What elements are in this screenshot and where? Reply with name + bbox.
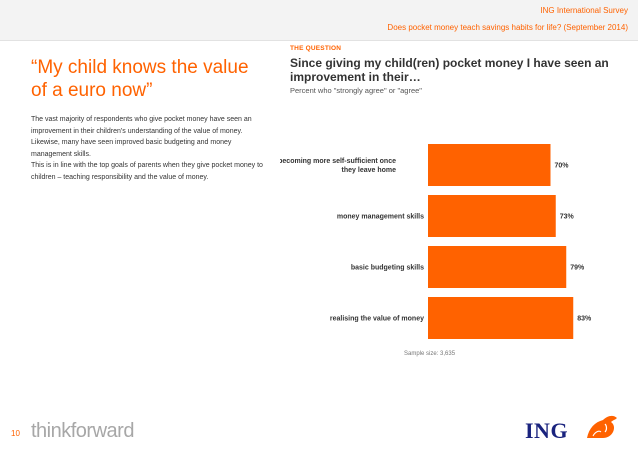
value-label: 73% bbox=[560, 214, 575, 221]
question-title: Since giving my child(ren) pocket money … bbox=[290, 56, 609, 84]
bar-chart: becoming more self-sufficient once they l… bbox=[280, 144, 592, 339]
pull-quote: “My child knows the value of a euro now” bbox=[31, 57, 249, 101]
thinkforward-logo: thinkforward bbox=[31, 420, 134, 442]
survey-name: ING International Survey bbox=[540, 6, 628, 15]
survey-question: Does pocket money teach savings habits f… bbox=[387, 23, 628, 32]
category-label: basic budgeting skills bbox=[351, 265, 424, 272]
ing-logo: ING bbox=[525, 418, 569, 443]
value-label: 83% bbox=[577, 316, 592, 323]
question-label: THE QUESTION bbox=[290, 45, 342, 52]
category-label: money management skills bbox=[337, 214, 424, 221]
bar bbox=[428, 195, 556, 237]
question-subtitle: Percent who "strongly agree" or "agree" bbox=[290, 86, 422, 95]
body-paragraph: The vast majority of respondents who giv… bbox=[31, 116, 252, 135]
value-label: 79% bbox=[570, 265, 585, 272]
header-band bbox=[0, 0, 638, 41]
bar bbox=[428, 297, 574, 339]
bar bbox=[428, 144, 551, 186]
lion-icon bbox=[587, 415, 617, 438]
body-paragraph: This is in line with the top goals of pa… bbox=[31, 162, 263, 181]
bar bbox=[428, 246, 567, 288]
category-label: becoming more self-sufficient once they l… bbox=[280, 158, 396, 174]
value-label: 70% bbox=[555, 163, 570, 170]
page-number: 10 bbox=[11, 429, 20, 438]
sample-size: Sample size: 3,635 bbox=[404, 351, 456, 357]
body-text: The vast majority of respondents who giv… bbox=[31, 114, 263, 184]
category-label: realising the value of money bbox=[330, 316, 424, 323]
body-paragraph: Likewise, many have seen improved basic … bbox=[31, 139, 232, 158]
